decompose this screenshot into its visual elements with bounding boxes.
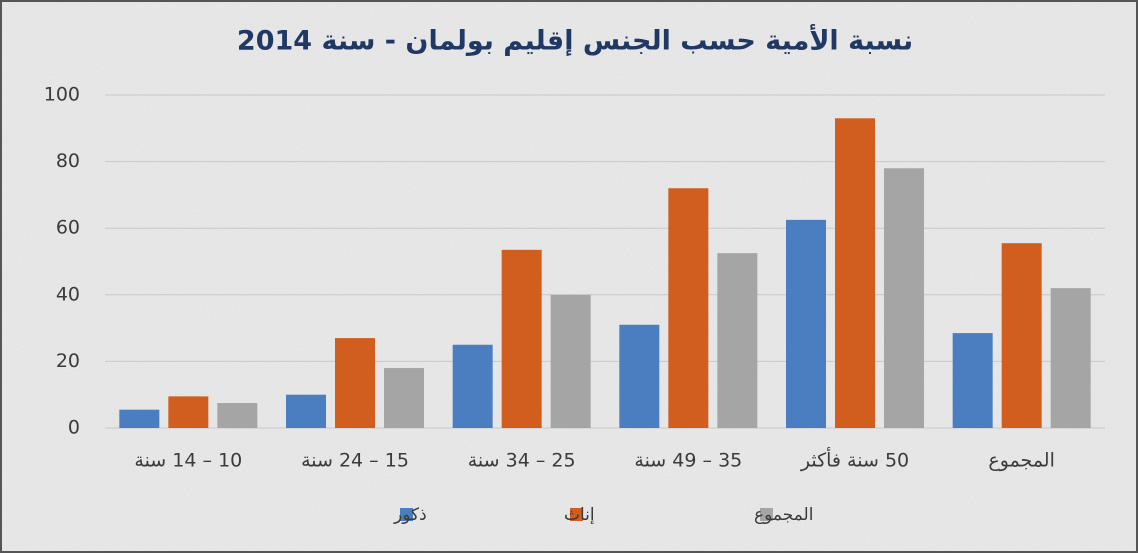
x-tick-label: 50 سنة فأكثر xyxy=(800,447,909,472)
legend-swatch xyxy=(760,508,773,521)
x-tick-label: 10 – 14 سنة xyxy=(134,450,242,472)
legend-swatch xyxy=(400,508,413,521)
y-tick-label: 100 xyxy=(44,84,80,106)
legend-label: ذكور xyxy=(393,505,427,525)
bar xyxy=(501,249,542,428)
y-tick-label: 0 xyxy=(68,417,80,439)
bar xyxy=(668,188,709,428)
bar xyxy=(786,219,826,428)
bar xyxy=(884,168,924,428)
bar xyxy=(119,409,160,428)
bar xyxy=(452,344,493,428)
x-tick-label: 35 – 49 سنة xyxy=(634,450,742,472)
bar xyxy=(835,118,875,428)
bar xyxy=(717,253,758,428)
bar xyxy=(619,324,660,428)
bar xyxy=(168,396,209,428)
legend-label: إناث xyxy=(564,505,595,525)
bar xyxy=(384,368,424,428)
y-tick-label: 80 xyxy=(56,150,80,172)
chart-title: نسبة الأمية حسب الجنس إقليم بولمان - سنة… xyxy=(237,24,913,57)
bar xyxy=(1050,288,1091,428)
legend-label: المجموع xyxy=(754,505,813,525)
y-tick-label: 40 xyxy=(56,283,80,305)
bar xyxy=(952,333,993,428)
bar xyxy=(1001,243,1042,428)
x-tick-label: 15 – 24 سنة xyxy=(301,450,409,472)
x-tick-label: المجموع xyxy=(988,450,1054,472)
bar xyxy=(217,403,258,428)
legend-swatch xyxy=(570,508,583,521)
x-tick-label: 25 – 34 سنة xyxy=(468,450,576,472)
y-tick-label: 20 xyxy=(56,350,80,372)
bar xyxy=(550,294,591,428)
bar xyxy=(335,338,375,428)
bar xyxy=(286,394,326,428)
y-tick-label: 60 xyxy=(56,217,80,239)
